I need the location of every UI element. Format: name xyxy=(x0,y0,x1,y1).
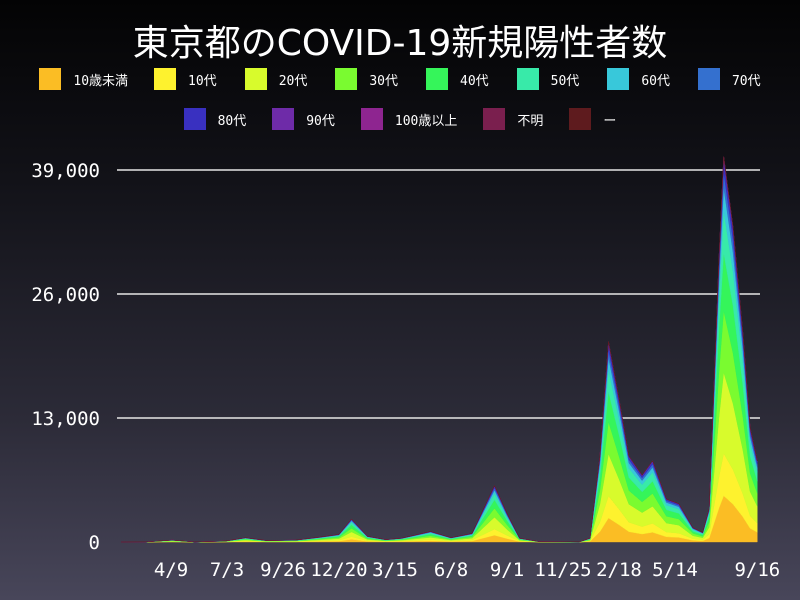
legend-label: 30代 xyxy=(369,73,398,89)
legend-label: 80代 xyxy=(217,113,247,129)
legend-label: 50代 xyxy=(550,73,580,89)
legend-item: 90代 xyxy=(272,108,335,130)
legend-row-2: 80代 90代 100歳以上 不明 ー xyxy=(0,108,800,130)
legend-label: 90代 xyxy=(306,113,335,129)
y-tick-label: 0 xyxy=(89,532,100,554)
legend-swatch xyxy=(360,108,383,130)
legend-item: 20代 xyxy=(244,68,308,90)
legend-item: 50代 xyxy=(516,68,580,90)
x-tick-label: 11/25 xyxy=(534,559,591,581)
series-area-8 xyxy=(120,160,758,543)
legend-row-1: 10歳未満 10代 20代 30代 40代 50代 60代 70代 xyxy=(0,68,800,90)
legend-item: ー xyxy=(569,108,616,130)
x-tick-label: 9/1 xyxy=(490,559,524,581)
legend-label: 20代 xyxy=(278,73,308,89)
legend-label: ー xyxy=(603,113,617,129)
x-tick-label: 6/8 xyxy=(434,559,468,581)
legend-swatch xyxy=(483,108,506,130)
legend-item: 100歳以上 xyxy=(360,108,458,130)
legend-label: 10歳未満 xyxy=(73,73,129,89)
x-tick-label: 9/16 xyxy=(734,559,780,581)
y-tick-label: 26,000 xyxy=(31,284,100,306)
legend-item: 10歳未満 xyxy=(39,68,128,90)
legend-swatch xyxy=(183,108,206,130)
y-tick-label: 39,000 xyxy=(31,160,100,182)
legend-label: 60代 xyxy=(641,73,670,89)
legend-swatch xyxy=(154,68,177,90)
legend-swatch xyxy=(607,68,630,90)
legend-swatch xyxy=(244,68,267,90)
legend-label: 10代 xyxy=(188,73,217,89)
series-area-9 xyxy=(120,156,758,543)
legend-swatch xyxy=(335,68,358,90)
legend-item: 60代 xyxy=(607,68,670,90)
chart-title: 東京都のCOVID-19新規陽性者数 xyxy=(132,23,668,64)
x-tick-label: 4/9 xyxy=(154,559,188,581)
legend-item: 70代 xyxy=(697,68,761,90)
series-area-10 xyxy=(120,156,758,543)
legend-item: 80代 xyxy=(183,108,247,130)
x-tick-label: 5/14 xyxy=(652,559,698,581)
legend-swatch xyxy=(697,68,720,90)
y-tick-label: 13,000 xyxy=(31,408,100,430)
legend-label: 40代 xyxy=(460,73,489,89)
legend-item: 40代 xyxy=(426,68,489,90)
legend-item: 不明 xyxy=(483,108,543,130)
legend-item: 30代 xyxy=(335,68,398,90)
legend-label: 70代 xyxy=(731,73,761,89)
legend-label: 不明 xyxy=(517,113,544,129)
legend-label: 100歳以上 xyxy=(394,113,458,129)
legend-swatch xyxy=(426,68,448,90)
legend-swatch xyxy=(39,68,62,90)
x-tick-label: 9/26 xyxy=(260,559,306,581)
x-tick-label: 3/15 xyxy=(372,559,418,581)
x-tick-label: 7/3 xyxy=(210,559,244,581)
legend-swatch xyxy=(569,108,592,130)
legend-swatch xyxy=(272,108,295,130)
x-tick-label: 12/20 xyxy=(310,559,367,581)
series-area-11 xyxy=(120,156,758,543)
legend-swatch xyxy=(516,68,539,90)
series-area-12 xyxy=(120,156,758,543)
x-tick-label: 2/18 xyxy=(596,559,642,581)
legend-item: 10代 xyxy=(154,68,217,90)
